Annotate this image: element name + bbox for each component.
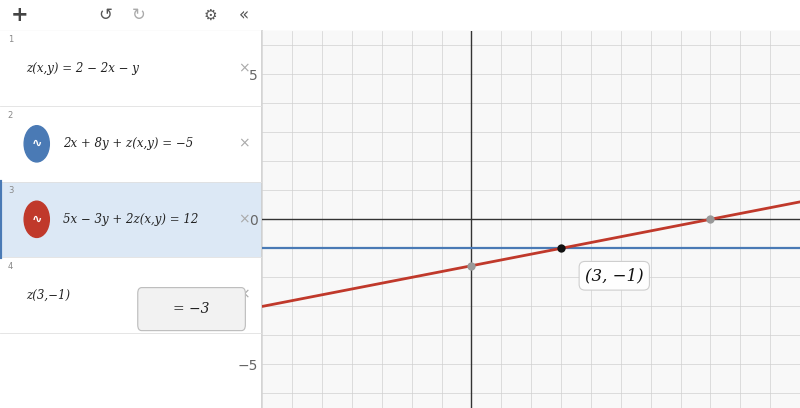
Text: 2: 2 xyxy=(8,111,13,120)
Text: ∿: ∿ xyxy=(31,137,42,150)
Text: ⚙: ⚙ xyxy=(203,8,217,23)
Text: ×: × xyxy=(238,61,250,75)
Text: ×: × xyxy=(238,288,250,302)
FancyBboxPatch shape xyxy=(0,106,262,182)
FancyBboxPatch shape xyxy=(0,257,262,333)
Text: +: + xyxy=(11,5,29,25)
Text: z(x,y) = 2 − 2x − y: z(x,y) = 2 − 2x − y xyxy=(26,62,139,75)
Text: 2x + 8y + z(x,y) = −5: 2x + 8y + z(x,y) = −5 xyxy=(63,137,194,150)
Text: ↺: ↺ xyxy=(98,6,112,24)
FancyBboxPatch shape xyxy=(138,288,246,330)
Text: 1: 1 xyxy=(8,35,13,44)
Text: 5x − 3y + 2z(x,y) = 12: 5x − 3y + 2z(x,y) = 12 xyxy=(63,213,198,226)
Text: «: « xyxy=(239,6,249,24)
Text: ↻: ↻ xyxy=(132,6,146,24)
Text: = −3: = −3 xyxy=(174,302,210,316)
Text: (3, −1): (3, −1) xyxy=(585,267,643,284)
FancyBboxPatch shape xyxy=(0,182,262,257)
Text: 3: 3 xyxy=(8,186,14,195)
Text: 4: 4 xyxy=(8,262,13,271)
Circle shape xyxy=(24,126,50,162)
Text: ×: × xyxy=(238,212,250,226)
Text: z(3,−1): z(3,−1) xyxy=(26,288,70,301)
FancyBboxPatch shape xyxy=(0,31,262,106)
Text: ∿: ∿ xyxy=(31,213,42,226)
Text: ×: × xyxy=(238,137,250,151)
Circle shape xyxy=(24,201,50,237)
